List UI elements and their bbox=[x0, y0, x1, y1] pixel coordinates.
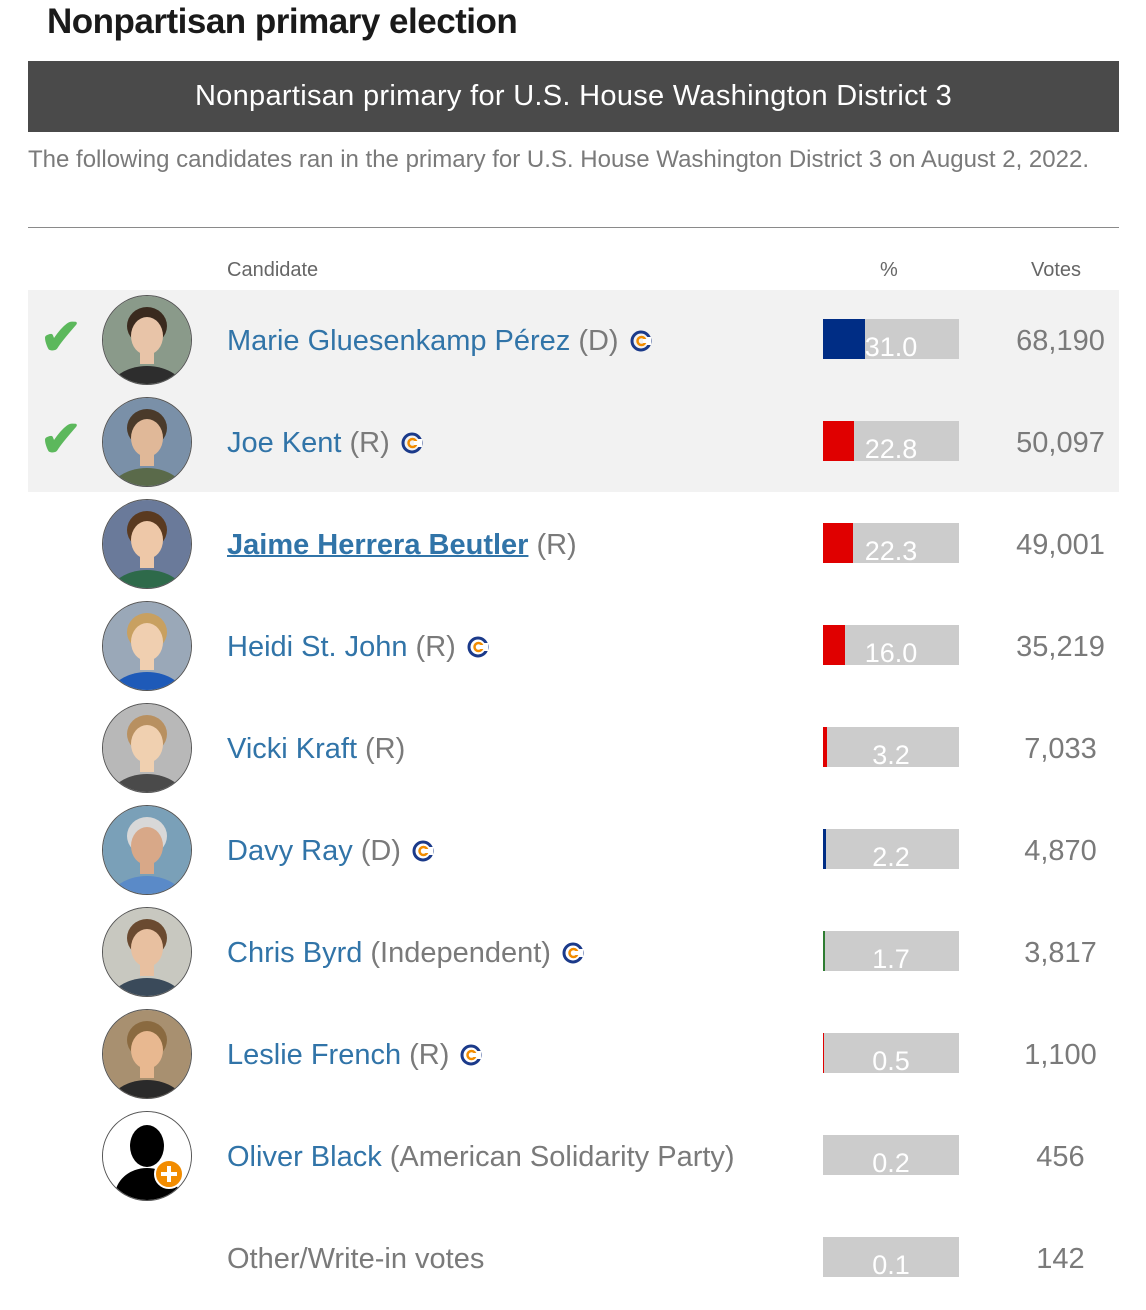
percent-bar-fill bbox=[823, 1033, 824, 1073]
candidate-row: Jaime Herrera Beutler (R) 22.3 49,001 bbox=[0, 494, 1146, 596]
page-title: Nonpartisan primary election bbox=[47, 2, 518, 41]
percent-bar: 22.3 bbox=[823, 523, 959, 566]
column-header-votes: Votes bbox=[1031, 259, 1082, 281]
candidate-party: (R) bbox=[365, 732, 406, 765]
candidate-votes: 1,100 bbox=[1024, 1038, 1097, 1071]
percent-value: 0.2 bbox=[872, 1148, 910, 1178]
candidate-name-link[interactable]: Jaime Herrera Beutler bbox=[227, 528, 529, 561]
ballotpedia-c-icon bbox=[467, 636, 489, 658]
percent-value: 3.2 bbox=[872, 740, 910, 770]
candidate-votes: 4,870 bbox=[1024, 834, 1097, 867]
divider bbox=[28, 227, 1119, 228]
candidate-party: (D) bbox=[578, 324, 619, 357]
candidate-row: Oliver Black (American Solidarity Party) 0… bbox=[0, 1106, 1146, 1208]
percent-bar: 1.7 bbox=[823, 931, 959, 974]
percent-bar-fill bbox=[823, 727, 827, 767]
candidate-party: (R) bbox=[409, 1038, 450, 1071]
race-header: Nonpartisan primary for U.S. House Washi… bbox=[28, 61, 1119, 132]
percent-bar: 0.2 bbox=[823, 1135, 959, 1178]
percent-value: 22.3 bbox=[864, 536, 918, 566]
ballotpedia-c-icon bbox=[401, 432, 423, 454]
candidate-photo[interactable] bbox=[102, 397, 192, 487]
percent-bar: 16.0 bbox=[823, 625, 959, 668]
candidate-row: Davy Ray (D) 2.2 4,870 bbox=[0, 800, 1146, 902]
column-header-percent: % bbox=[880, 259, 898, 281]
candidate-photo[interactable] bbox=[102, 601, 192, 691]
candidate-votes: 7,033 bbox=[1024, 732, 1097, 765]
candidate-votes: 35,219 bbox=[1016, 630, 1105, 663]
percent-value: 31.0 bbox=[864, 332, 918, 362]
candidate-photo[interactable] bbox=[102, 907, 192, 997]
candidate-name-link[interactable]: Marie Gluesenkamp Pérez bbox=[227, 324, 571, 357]
percent-bar-fill bbox=[823, 319, 865, 359]
candidate-votes: 456 bbox=[1036, 1140, 1085, 1173]
candidate-photo[interactable] bbox=[102, 805, 192, 895]
column-header-candidate: Candidate bbox=[227, 259, 319, 281]
candidate-name-link[interactable]: Vicki Kraft bbox=[227, 732, 358, 765]
percent-value: 0.1 bbox=[872, 1250, 910, 1280]
candidate-photo[interactable] bbox=[102, 1111, 192, 1201]
other-votes-count: 142 bbox=[1036, 1242, 1085, 1275]
candidate-name-link[interactable]: Chris Byrd bbox=[227, 936, 363, 969]
percent-value: 16.0 bbox=[864, 638, 918, 668]
candidate-row: ✔ Joe Kent (R) 22.8 50,097 bbox=[0, 392, 1146, 494]
percent-value: 1.7 bbox=[872, 944, 910, 974]
candidate-row: Leslie French (R) 0.5 1,100 bbox=[0, 1004, 1146, 1106]
percent-value: 22.8 bbox=[864, 434, 918, 464]
candidate-name-link[interactable]: Oliver Black bbox=[227, 1140, 382, 1173]
candidate-party: (Independent) bbox=[370, 936, 551, 969]
candidate-row: Chris Byrd (Independent) 1.7 3,817 bbox=[0, 902, 1146, 1004]
race-description: The following candidates ran in the prim… bbox=[28, 146, 1089, 173]
race-title: Nonpartisan primary for U.S. House Washi… bbox=[194, 80, 953, 112]
candidate-row: Vicki Kraft (R) 3.2 7,033 bbox=[0, 698, 1146, 800]
candidate-party: (R) bbox=[415, 630, 456, 663]
candidate-row: Heidi St. John (R) 16.0 35,219 bbox=[0, 596, 1146, 698]
ballotpedia-c-icon bbox=[460, 1044, 482, 1066]
percent-bar-fill bbox=[823, 625, 845, 665]
ballotpedia-c-icon bbox=[412, 840, 434, 862]
percent-bar: 31.0 bbox=[823, 319, 959, 362]
percent-bar-fill bbox=[823, 829, 826, 869]
candidate-name-link[interactable]: Joe Kent bbox=[227, 426, 342, 459]
percent-bar: 3.2 bbox=[823, 727, 959, 770]
candidate-photo[interactable] bbox=[102, 295, 192, 385]
candidate-party: (R) bbox=[536, 528, 577, 561]
candidate-votes: 49,001 bbox=[1016, 528, 1105, 561]
candidate-party: (R) bbox=[349, 426, 390, 459]
percent-bar-fill bbox=[823, 931, 825, 971]
candidate-votes: 50,097 bbox=[1016, 426, 1105, 459]
candidate-photo[interactable] bbox=[102, 703, 192, 793]
percent-bar: 2.2 bbox=[823, 829, 959, 872]
percent-bar-fill bbox=[823, 523, 853, 563]
candidate-party: (D) bbox=[360, 834, 401, 867]
candidate-name-link[interactable]: Heidi St. John bbox=[227, 630, 408, 663]
ballotpedia-c-icon bbox=[630, 330, 652, 352]
percent-bar: 22.8 bbox=[823, 421, 959, 464]
percent-bar-fill bbox=[823, 421, 854, 461]
other-votes-label: Other/Write-in votes bbox=[227, 1242, 485, 1275]
candidate-party: (American Solidarity Party) bbox=[389, 1140, 735, 1173]
ballotpedia-c-icon bbox=[562, 942, 584, 964]
candidate-row: ✔ Marie Gluesenkamp Pérez (D) 31.0 68,190 bbox=[0, 290, 1146, 392]
candidate-votes: 68,190 bbox=[1016, 324, 1105, 357]
candidate-photo[interactable] bbox=[102, 1009, 192, 1099]
check-mark-icon: ✔ bbox=[40, 309, 82, 365]
percent-bar: 0.1 bbox=[823, 1237, 959, 1280]
percent-value: 0.5 bbox=[872, 1046, 910, 1076]
check-mark-icon: ✔ bbox=[40, 411, 82, 467]
other-votes-row: Other/Write-in votes 0.1 142 bbox=[0, 1208, 1146, 1310]
percent-bar: 0.5 bbox=[823, 1033, 959, 1076]
candidate-name-link[interactable]: Leslie French bbox=[227, 1038, 402, 1071]
candidate-photo[interactable] bbox=[102, 499, 192, 589]
candidate-name-link[interactable]: Davy Ray bbox=[227, 834, 353, 867]
percent-value: 2.2 bbox=[872, 842, 910, 872]
candidate-votes: 3,817 bbox=[1024, 936, 1097, 969]
